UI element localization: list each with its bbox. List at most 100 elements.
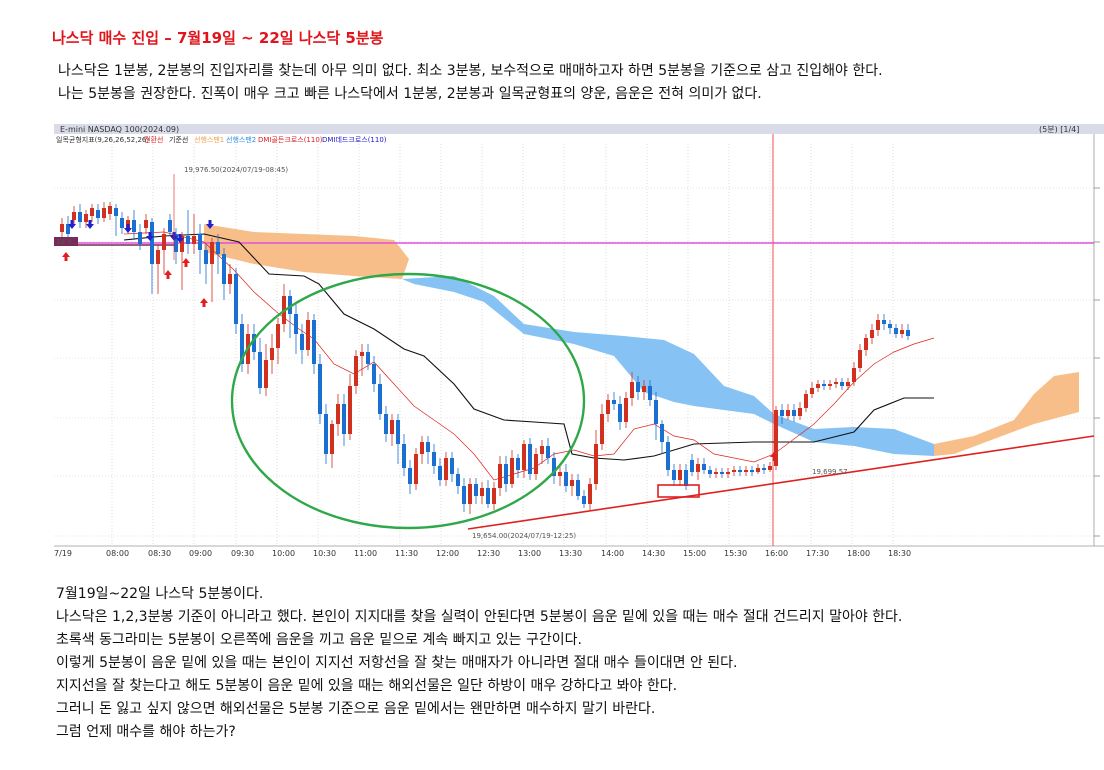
candle-body <box>636 382 640 392</box>
time-tick-label: 09:30 <box>231 549 254 558</box>
candle-body <box>672 470 676 480</box>
dmi-golden-arrow <box>770 452 778 461</box>
candle-body <box>96 210 100 218</box>
body-line: 그러니 돈 잃고 싶지 않으면 해외선물은 5분봉 기준으로 음운 밑에서는 왠… <box>56 701 656 717</box>
candle-body <box>180 236 184 252</box>
time-tick-label: 15:00 <box>683 549 706 558</box>
time-tick-label: 10:30 <box>313 549 336 558</box>
candle-body <box>726 472 730 474</box>
candle-body <box>684 470 688 486</box>
candle-body <box>858 350 862 368</box>
legend-conversion: 전환선 <box>144 135 163 144</box>
candle-body <box>234 274 238 324</box>
time-tick-label: 14:30 <box>642 549 665 558</box>
candle-body <box>630 382 634 398</box>
time-tick-label: 7/19 <box>54 549 72 558</box>
candle-body <box>336 404 340 424</box>
candle-body <box>852 368 856 382</box>
candle-body <box>264 360 268 388</box>
candle-body <box>834 382 838 384</box>
candle-body <box>828 384 832 386</box>
candle-body <box>624 398 628 422</box>
time-tick-label: 13:30 <box>559 549 582 558</box>
candle-body <box>456 474 460 486</box>
low-annotation: 19,654.00(2024/07/19-12:25) <box>472 532 576 540</box>
candle-body <box>642 386 646 392</box>
candle-body <box>528 444 532 474</box>
candle-body <box>714 472 718 474</box>
entry-box <box>657 484 700 498</box>
candle-body <box>846 382 850 386</box>
candle-body <box>348 386 352 434</box>
candle-body <box>402 444 406 468</box>
candle-body <box>228 274 232 284</box>
candle-body <box>564 472 568 486</box>
time-tick-label: 14:00 <box>601 549 624 558</box>
intro-line: 나는 5분봉을 권장한다. 진폭이 매우 크고 빠른 나스닥에서 1분봉, 2분… <box>58 86 762 102</box>
time-axis: 7/19 08:00 08:30 09:00 09:30 10:00 10:30 11:00 1… <box>54 549 911 558</box>
candle-body <box>900 330 904 334</box>
candle-body <box>360 352 364 356</box>
candle-body <box>870 330 874 338</box>
candle-body <box>618 404 622 422</box>
candle-body <box>78 212 82 222</box>
candle-body <box>888 324 892 328</box>
chart-header-right: (5분) [1/4] <box>1039 125 1079 134</box>
candle-body <box>276 324 280 348</box>
dmi-golden-arrow <box>200 298 208 307</box>
candle-body <box>144 220 148 228</box>
candle-body <box>102 208 106 218</box>
dmi-golden-arrow <box>182 258 190 267</box>
candle-body <box>174 234 178 252</box>
candle-body <box>192 236 196 244</box>
dmi-golden-arrow <box>164 270 172 279</box>
candle-body <box>468 484 472 504</box>
candle-body <box>252 334 256 352</box>
candle-body <box>462 486 466 504</box>
candle-body <box>480 488 484 496</box>
candle-body <box>570 480 574 486</box>
chart-header-title: E-mini NASDAQ 100(2024.09) <box>60 125 179 134</box>
candle-body <box>72 212 76 220</box>
candle-body <box>60 224 64 232</box>
candle-body <box>762 468 766 470</box>
candle-body <box>720 472 724 474</box>
price-label-box <box>54 237 78 246</box>
dmi-dead-arrow <box>68 220 76 229</box>
legend-ichimoku: 일목균형지표(9,26,26,52,26) <box>56 135 149 144</box>
candle-body <box>696 464 700 472</box>
candle-body <box>420 442 424 454</box>
candle-body <box>384 414 388 434</box>
candle-body <box>666 442 670 470</box>
candle-body <box>66 224 70 234</box>
time-tick-label: 11:30 <box>395 549 418 558</box>
candle-body <box>780 410 784 416</box>
dmi-dead-arrow <box>206 220 214 229</box>
candle-body <box>162 234 166 250</box>
candle-body <box>588 484 592 504</box>
candle-body <box>396 420 400 444</box>
candle-body <box>108 206 112 214</box>
candle-body <box>582 496 586 504</box>
candle-body <box>522 444 526 470</box>
candle-body <box>300 334 304 350</box>
body-line: 7월19일~22일 나스닥 5분봉이다. <box>56 586 264 602</box>
candle-body <box>354 356 358 386</box>
intro-line: 나스닥은 1분봉, 2분봉의 진입자리를 찾는데 아무 의미 없다. 최소 3분… <box>58 63 883 79</box>
candle-body <box>324 414 328 454</box>
candle-body <box>432 452 436 466</box>
candle-body <box>486 488 490 504</box>
candle-body <box>258 352 262 388</box>
candle-body <box>114 208 118 216</box>
cloud-bullish-2 <box>934 372 1079 456</box>
candle-body <box>798 408 802 416</box>
candle-body <box>210 242 214 264</box>
candle-body <box>864 338 868 350</box>
candle-body <box>612 400 616 404</box>
candle-body <box>216 242 220 254</box>
candle-body <box>498 464 502 488</box>
body-line: 나스닥은 1,2,3분봉 기준이 아니라고 했다. 본인이 지지대를 찾을 실력… <box>56 609 903 625</box>
time-tick-label: 08:00 <box>106 549 129 558</box>
chart-header-bar <box>54 124 1104 134</box>
nasdaq-5min-chart: E-mini NASDAQ 100(2024.09) (5분) [1/4] 일목… <box>54 124 1104 561</box>
